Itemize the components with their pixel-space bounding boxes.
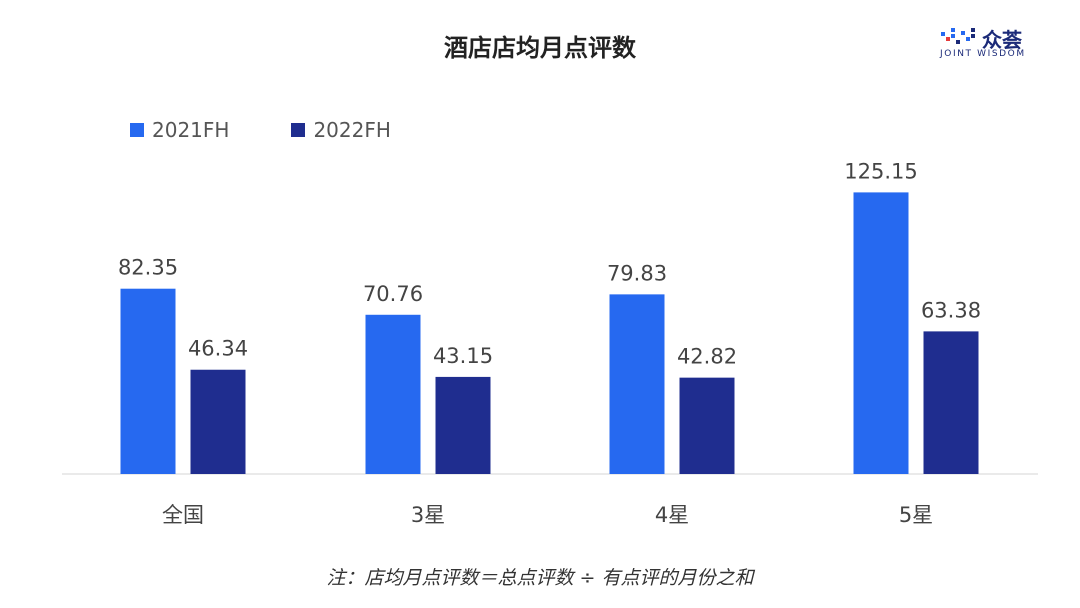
legend-label-2022fh: 2022FH <box>313 118 391 142</box>
bar-2021fh-0 <box>120 288 176 474</box>
data-label-2022fh-2: 42.82 <box>677 345 737 369</box>
bar-2022fh-2 <box>679 377 735 474</box>
data-label-2022fh-1: 43.15 <box>433 344 493 368</box>
data-label-2022fh-3: 63.38 <box>921 298 981 322</box>
legend-swatch-2022fh <box>291 123 306 137</box>
brand-logo: 众荟 JOINT WISDOM <box>940 24 1050 64</box>
category-label-0: 全国 <box>162 503 204 527</box>
legend-item-2021fh: 2021FH <box>130 118 229 142</box>
joint-wisdom-logo-icon <box>941 28 975 44</box>
logo-subtitle: JOINT WISDOM <box>940 49 1026 59</box>
bar-2021fh-3 <box>853 192 909 474</box>
category-label-1: 3星 <box>411 503 445 527</box>
logo-brand-text: 众荟 <box>982 28 1022 52</box>
bar-2021fh-2 <box>609 294 665 474</box>
data-label-2022fh-0: 46.34 <box>188 337 248 361</box>
legend-label-2021fh: 2021FH <box>152 118 230 142</box>
bar-2022fh-0 <box>190 369 246 474</box>
chart-legend: 2021FH 2022FH <box>130 118 391 142</box>
bar-2021fh-1 <box>365 314 421 474</box>
category-label-2: 4星 <box>655 503 689 527</box>
bar-2022fh-1 <box>435 376 491 474</box>
data-label-2021fh-3: 125.15 <box>844 159 917 183</box>
chart-title: 酒店店均月点评数 <box>444 34 636 62</box>
bar-2022fh-3 <box>923 331 979 474</box>
data-label-2021fh-1: 70.76 <box>363 282 423 306</box>
category-label-3: 5星 <box>899 503 933 527</box>
data-label-2021fh-2: 79.83 <box>607 261 667 285</box>
data-label-2021fh-0: 82.35 <box>118 256 178 280</box>
legend-swatch-2021fh <box>130 123 144 137</box>
legend-item-2022fh: 2022FH <box>291 118 391 142</box>
footnote: 注：店均月点评数＝总点评数 ÷ 有点评的月份之和 <box>326 567 754 589</box>
